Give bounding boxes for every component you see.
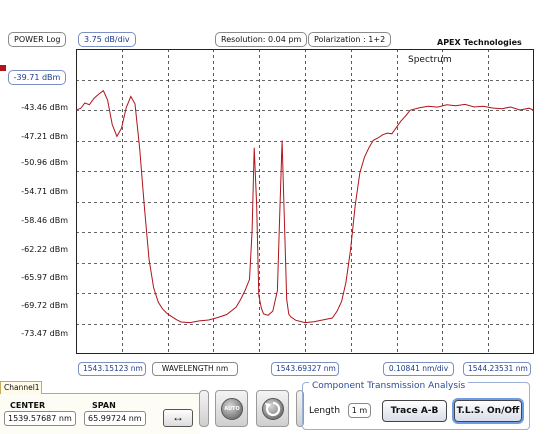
auto-button[interactable]: AUTO [215, 390, 248, 427]
brand-label: APEX Technologies [437, 38, 522, 47]
refresh-icon [262, 398, 284, 420]
spectrum-trace [76, 89, 534, 324]
span-value-field[interactable]: 65.99724 nm [84, 411, 146, 426]
partial-button[interactable] [199, 390, 209, 427]
auto-icon: AUTO [221, 398, 243, 420]
y-tick-label: -47.21 dBm [21, 132, 68, 141]
span-label: SPAN [92, 401, 116, 410]
spectrum-plot[interactable] [76, 49, 534, 354]
db-per-div-field[interactable]: 3.75 dB/div [78, 32, 136, 47]
y-tick-label: -58.46 dBm [21, 216, 68, 225]
wavelength-axis-label: WAVELENGTH nm [152, 362, 238, 376]
marker-indicator [0, 65, 6, 71]
swap-arrows-icon: ↔ [172, 410, 184, 424]
center-wavelength-field[interactable]: 1543.69327 nm [271, 362, 339, 376]
plot-title: Spectrum [408, 55, 452, 65]
tls-on-off-button[interactable]: T.L.S. On/Off [454, 400, 522, 422]
y-tick-label: -73.47 dBm [21, 329, 68, 338]
y-tick-label: -54.71 dBm [21, 187, 68, 196]
tab-channel1[interactable]: Channel1 [0, 381, 42, 394]
nm-per-div-field[interactable]: 0.10841 nm/div [383, 362, 454, 376]
start-wavelength-field[interactable]: 1543.15123 nm [78, 362, 146, 376]
swap-arrows-button[interactable]: ↔ [163, 409, 193, 427]
y-tick-label: -65.97 dBm [21, 273, 68, 282]
trace-a-b-button[interactable]: Trace A-B [382, 400, 447, 422]
y-tick-label: -50.96 dBm [21, 158, 68, 167]
partial-button-right[interactable] [296, 390, 304, 427]
polarization-field[interactable]: Polarization : 1+2 [308, 32, 392, 47]
refresh-button[interactable] [256, 390, 289, 427]
length-label: Length [309, 406, 341, 416]
power-scale-button[interactable]: POWER Log [8, 32, 67, 47]
y-axis-top-field[interactable]: -39.71 dBm [8, 70, 66, 85]
plot-frame [76, 49, 534, 354]
center-value-field[interactable]: 1539.57687 nm [4, 411, 76, 426]
y-tick-label: -62.22 dBm [21, 245, 68, 254]
stop-wavelength-field[interactable]: 1544.23531 nm [463, 362, 531, 376]
length-field[interactable]: 1 m [348, 403, 371, 418]
center-label: CENTER [10, 401, 46, 410]
resolution-field[interactable]: Resolution: 0.04 pm [215, 32, 308, 47]
cta-title: Component Transmission Analysis [309, 381, 469, 391]
y-tick-label: -69.72 dBm [21, 301, 68, 310]
y-tick-label: -43.46 dBm [21, 103, 68, 112]
